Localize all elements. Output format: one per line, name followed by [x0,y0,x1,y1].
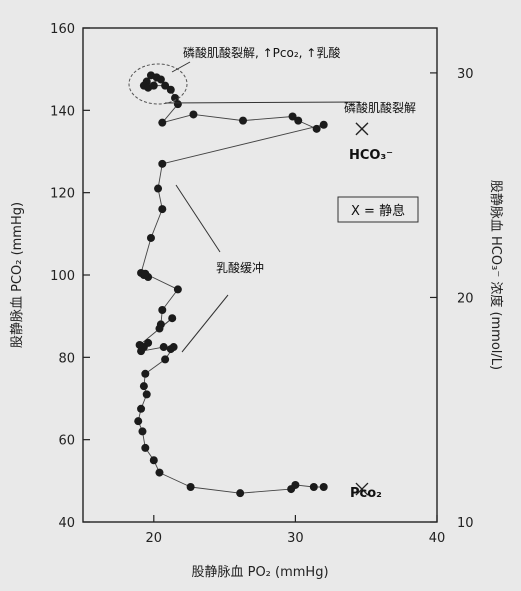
data-point [186,483,195,492]
data-point [142,390,151,399]
label-hco3: HCO₃⁻ [349,148,393,163]
legend-text: X = 静息 [351,203,405,219]
data-point [141,369,150,378]
y-tick-label: 60 [58,434,75,449]
y2-axis-ticks: 10 20 30 [430,67,474,531]
y2-tick-label: 10 [457,516,474,531]
series-segment [240,488,292,494]
data-point [189,110,198,119]
x-axis-ticks: 20 30 40 [146,515,446,546]
data-point [319,120,328,129]
data-point [156,75,165,84]
data-point [137,347,146,356]
data-point [158,205,167,214]
y2-tick-label: 20 [457,291,474,306]
y-tick-label: 140 [50,104,75,119]
series-segment [161,103,179,123]
y-tick-label: 100 [50,269,75,284]
data-point [169,343,178,352]
arrow-phospho [164,101,361,104]
y2-tick-label: 30 [457,67,474,82]
data-point [149,81,158,90]
x-tick-label: 40 [429,531,446,546]
y-tick-label: 160 [50,22,75,37]
resting-markers [355,122,369,496]
data-point [288,112,297,121]
data-point [146,233,155,242]
data-point [236,489,245,498]
data-point [173,100,182,109]
series-segment [193,114,244,122]
data-point [154,184,163,193]
annotation-phospho: 磷酸肌酸裂解 [344,100,416,115]
x-axis-title: 股静脉血 PO₂ (mmHg) [191,565,328,580]
data-point [294,116,303,125]
highlight-ellipse [128,63,188,105]
marker-stroke [355,482,369,496]
legend-box [337,196,419,223]
data-point [161,355,170,364]
annotation-arrows [164,61,361,353]
arrow-buffer-up [175,184,221,253]
series-segment [145,359,166,375]
resting-marker [355,122,369,136]
data-point [168,314,177,323]
series-segment [140,237,152,274]
series-segment [157,163,163,189]
data-point [161,81,170,90]
annotation-lactate-buffer: 乳酸缓冲 [216,260,264,275]
data-point [171,93,180,102]
data-point [141,269,150,278]
data-point [312,124,321,133]
data-point [173,285,182,294]
y-axis-ticks: 40 60 80 100 120 140 160 [50,22,90,531]
data-point [158,305,167,314]
x-tick-label: 30 [287,531,304,546]
data-point [291,480,300,489]
data-point [159,343,168,352]
arrow-buffer-down [181,294,229,353]
data-point [166,85,175,94]
data-point [155,324,164,333]
data-point [138,427,147,436]
y2-axis-title: 股静脉血 HCO₃⁻ 浓度 (mmol/L) [488,180,504,370]
y-tick-label: 120 [50,187,75,202]
series-segment [161,289,179,311]
data-point [149,456,158,465]
label-pco2: Pco₂ [350,486,382,501]
y-tick-label: 40 [58,516,75,531]
data-point [158,159,167,168]
resting-marker [355,482,369,496]
y-axis-title: 股静脉血 PCO₂ (mmHg) [10,202,25,348]
data-point [139,382,148,391]
marker-stroke [355,122,369,136]
series-points [134,71,328,498]
x-tick-label: 20 [146,531,163,546]
data-point [309,483,318,492]
series-segment [159,472,191,488]
data-point [137,404,146,413]
series-segment [162,124,324,165]
data-point [239,116,248,125]
series-segment [190,486,241,494]
y-tick-label: 80 [58,351,75,366]
data-point [319,483,328,492]
data-point [141,443,150,452]
series-segment [162,114,194,124]
arrow-phospho-lactate [171,61,191,73]
series-segment [150,208,163,239]
annotation-phospho-lactate: 磷酸肌酸裂解, ↑Pco₂, ↑乳酸 [183,45,340,60]
series-segment [242,116,293,122]
data-point [144,338,153,347]
data-point [155,468,164,477]
data-point [158,118,167,127]
data-point [134,417,143,426]
